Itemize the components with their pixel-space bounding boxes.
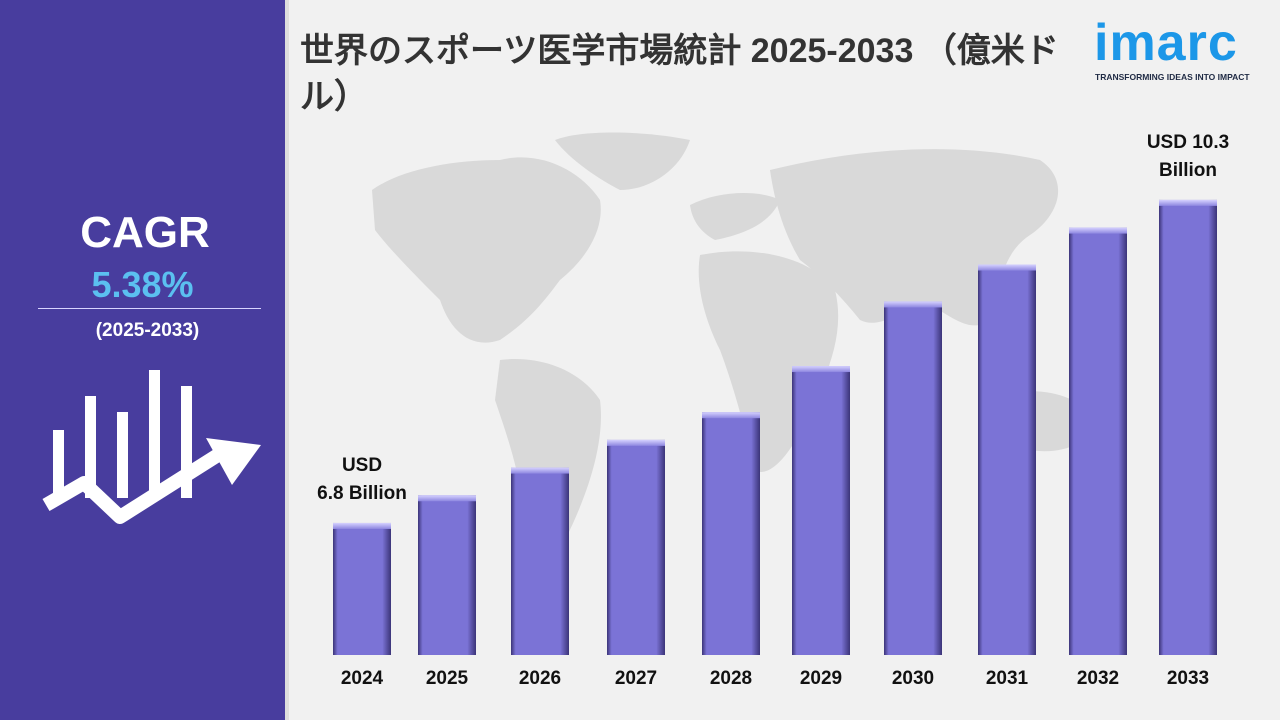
x-tick-label-2027: 2027 bbox=[615, 668, 657, 689]
bar-cap-2030 bbox=[884, 301, 942, 308]
x-tick-label-2024: 2024 bbox=[341, 668, 384, 689]
bar-2033 bbox=[1159, 199, 1217, 655]
bar-cap-2033 bbox=[1159, 199, 1217, 206]
x-tick-label-2026: 2026 bbox=[519, 668, 561, 689]
bar-cap-2032 bbox=[1069, 227, 1127, 234]
bar-cap-2031 bbox=[978, 264, 1036, 271]
growth-chart-arrow-icon bbox=[42, 370, 261, 524]
bar-2032 bbox=[1069, 227, 1127, 655]
bar-2028 bbox=[702, 412, 760, 655]
cagr-period: (2025-2033) bbox=[95, 320, 200, 341]
bar-2025 bbox=[418, 495, 476, 655]
cagr-label: CAGR bbox=[80, 208, 210, 257]
x-tick-label-2031: 2031 bbox=[986, 668, 1029, 689]
bar-2027 bbox=[607, 439, 665, 655]
data-label-2033: Billion bbox=[1159, 160, 1217, 181]
logo-wordmark: imarc bbox=[1094, 14, 1238, 72]
data-label-2024: USD bbox=[342, 455, 382, 476]
bar-2029 bbox=[792, 366, 850, 655]
cagr-divider bbox=[38, 308, 261, 309]
bar-cap-2026 bbox=[511, 467, 569, 474]
bar-2026 bbox=[511, 467, 569, 655]
bar-cap-2025 bbox=[418, 495, 476, 502]
sidebar-divider bbox=[285, 0, 289, 720]
bar-cap-2028 bbox=[702, 412, 760, 419]
x-tick-label-2032: 2032 bbox=[1077, 668, 1119, 689]
bar-2030 bbox=[884, 301, 942, 655]
x-tick-label-2028: 2028 bbox=[710, 668, 752, 689]
bar-cap-2024 bbox=[333, 522, 391, 529]
sidebar-panel bbox=[0, 0, 285, 720]
bar-2031 bbox=[978, 264, 1036, 655]
logo-tagline: TRANSFORMING IDEAS INTO IMPACT bbox=[1095, 72, 1250, 82]
chart-title: 世界のスポーツ医学市場統計 2025-2033 （億米ドル） bbox=[300, 32, 1059, 116]
x-tick-label-2025: 2025 bbox=[426, 668, 469, 689]
x-tick-label-2030: 2030 bbox=[892, 668, 934, 689]
x-tick-label-2033: 2033 bbox=[1167, 668, 1209, 689]
data-label-2024: 6.8 Billion bbox=[317, 483, 407, 504]
bar-cap-2029 bbox=[792, 366, 850, 373]
bar-cap-2027 bbox=[607, 439, 665, 446]
x-tick-label-2029: 2029 bbox=[800, 668, 842, 689]
imarc-logo: imarc TRANSFORMING IDEAS INTO IMPACT bbox=[1094, 10, 1264, 90]
bar-2024 bbox=[333, 522, 391, 655]
data-label-2033: USD 10.3 bbox=[1147, 132, 1229, 153]
cagr-value: 5.38% bbox=[91, 264, 194, 305]
